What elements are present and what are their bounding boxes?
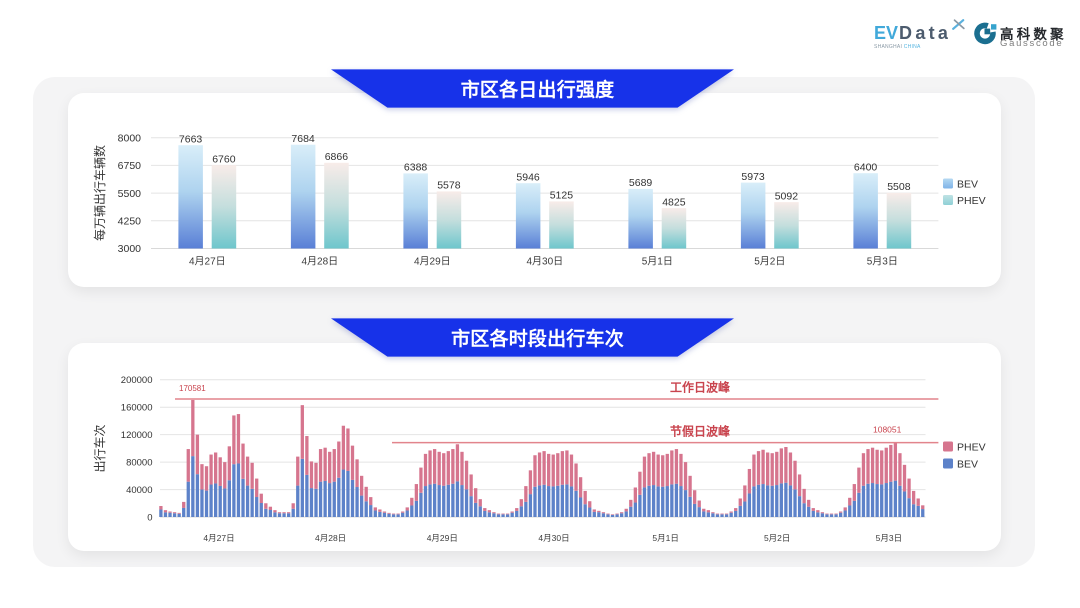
svg-text:出行车次: 出行车次 [92,424,107,472]
svg-text:4月27日: 4月27日 [189,256,226,268]
svg-text:7663: 7663 [179,133,203,145]
svg-text:5月2日: 5月2日 [764,533,790,543]
svg-text:5月1日: 5月1日 [652,533,678,543]
svg-text:每万辆出行车辆数: 每万辆出行车辆数 [92,145,107,241]
svg-text:4825: 4825 [662,196,686,208]
svg-text:5946: 5946 [516,171,540,183]
svg-text:4月27日: 4月27日 [203,533,234,543]
svg-text:6400: 6400 [854,161,878,173]
svg-text:0: 0 [147,512,152,523]
svg-text:4250: 4250 [118,216,142,228]
svg-text:PHEV: PHEV [957,195,986,207]
svg-text:40000: 40000 [126,485,152,496]
svg-text:160000: 160000 [121,403,153,414]
svg-text:4月29日: 4月29日 [414,256,451,268]
svg-text:BEV: BEV [957,179,978,191]
svg-text:BEV: BEV [957,459,978,471]
svg-text:工作日波峰: 工作日波峰 [670,380,731,395]
svg-text:5125: 5125 [550,190,574,202]
svg-text:6866: 6866 [325,151,349,163]
svg-text:7684: 7684 [291,133,315,145]
svg-text:6760: 6760 [212,153,236,165]
svg-text:4月28日: 4月28日 [315,533,346,543]
svg-text:5月3日: 5月3日 [867,256,898,268]
svg-text:PHEV: PHEV [957,442,986,454]
svg-text:5689: 5689 [629,177,653,189]
svg-text:170581: 170581 [179,384,206,393]
svg-text:5月2日: 5月2日 [754,256,785,268]
svg-text:80000: 80000 [126,458,152,469]
svg-text:200000: 200000 [121,375,153,386]
svg-text:6388: 6388 [404,162,428,174]
svg-text:120000: 120000 [121,430,153,441]
svg-text:5月3日: 5月3日 [876,533,902,543]
svg-text:4月28日: 4月28日 [301,256,338,268]
svg-text:5973: 5973 [741,171,765,183]
svg-text:5月1日: 5月1日 [642,256,673,268]
svg-text:108051: 108051 [873,425,902,435]
svg-text:节假日波峰: 节假日波峰 [670,424,731,439]
svg-text:5500: 5500 [118,188,142,200]
svg-text:5508: 5508 [887,181,911,193]
svg-text:5092: 5092 [775,190,799,202]
svg-text:4月30日: 4月30日 [526,256,563,268]
svg-text:3000: 3000 [118,243,142,255]
svg-text:4月30日: 4月30日 [538,533,569,543]
svg-text:6750: 6750 [118,160,142,172]
svg-text:5578: 5578 [437,180,461,192]
svg-text:4月29日: 4月29日 [427,533,458,543]
svg-text:8000: 8000 [118,132,142,144]
